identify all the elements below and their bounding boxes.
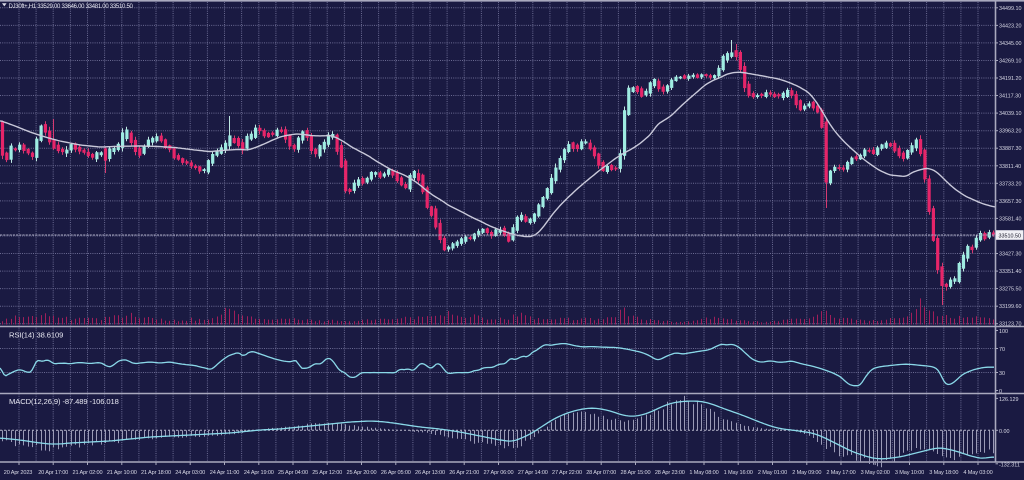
- svg-text:26 Apr 05:00: 26 Apr 05:00: [381, 470, 411, 476]
- svg-text:20 Apr 17:00: 20 Apr 17:00: [38, 470, 68, 476]
- svg-text:33199.60: 33199.60: [999, 304, 1021, 310]
- svg-text:70: 70: [999, 347, 1005, 353]
- svg-text:28 Apr 23:00: 28 Apr 23:00: [655, 470, 685, 476]
- svg-text:3 May 02:00: 3 May 02:00: [861, 470, 890, 476]
- svg-text:33581.40: 33581.40: [999, 216, 1021, 222]
- svg-text:-132.311: -132.311: [999, 462, 1020, 468]
- svg-text:3 May 18:00: 3 May 18:00: [929, 470, 958, 476]
- svg-text:4 May 03:00: 4 May 03:00: [963, 470, 992, 476]
- svg-text:34345.00: 34345.00: [999, 41, 1021, 47]
- svg-text:24 Apr 19:00: 24 Apr 19:00: [244, 470, 274, 476]
- svg-text:27 Apr 06:00: 27 Apr 06:00: [484, 470, 514, 476]
- svg-text:21 Apr 10:00: 21 Apr 10:00: [107, 470, 137, 476]
- svg-text:25 Apr 04:00: 25 Apr 04:00: [278, 470, 308, 476]
- svg-text:24 Apr 03:00: 24 Apr 03:00: [175, 470, 205, 476]
- svg-text:33963.20: 33963.20: [999, 129, 1021, 135]
- svg-text:2 May 17:00: 2 May 17:00: [826, 470, 855, 476]
- svg-text:34191.20: 34191.20: [999, 76, 1021, 82]
- svg-text:33275.50: 33275.50: [999, 287, 1021, 293]
- svg-text:34039.10: 34039.10: [999, 111, 1021, 117]
- svg-text:25 Apr 20:00: 25 Apr 20:00: [347, 470, 377, 476]
- svg-text:20 Apr 2023: 20 Apr 2023: [4, 470, 33, 476]
- svg-text:33123.70: 33123.70: [999, 322, 1021, 328]
- svg-text:34269.10: 34269.10: [999, 59, 1021, 65]
- svg-text:30: 30: [999, 371, 1005, 377]
- svg-text:24 Apr 11:00: 24 Apr 11:00: [210, 470, 240, 476]
- svg-text:DJ30ft+,H1 33529.00 33646.00 3: DJ30ft+,H1 33529.00 33646.00 33481.00 33…: [9, 4, 134, 10]
- svg-text:26 Apr 13:00: 26 Apr 13:00: [415, 470, 445, 476]
- svg-text:34423.20: 34423.20: [999, 23, 1021, 29]
- svg-text:RSI(14) 38.6109: RSI(14) 38.6109: [9, 331, 63, 340]
- svg-text:34499.10: 34499.10: [999, 6, 1021, 12]
- svg-text:1 May 16:00: 1 May 16:00: [724, 470, 753, 476]
- svg-text:21 Apr 02:00: 21 Apr 02:00: [73, 470, 103, 476]
- svg-text:33733.20: 33733.20: [999, 181, 1021, 187]
- svg-text:27 Apr 14:00: 27 Apr 14:00: [518, 470, 548, 476]
- svg-text:33811.40: 33811.40: [999, 164, 1021, 170]
- svg-text:28 Apr 07:00: 28 Apr 07:00: [586, 470, 616, 476]
- svg-text:28 Apr 15:00: 28 Apr 15:00: [621, 470, 651, 476]
- svg-text:1 May 08:00: 1 May 08:00: [689, 470, 718, 476]
- svg-text:33510.50: 33510.50: [999, 234, 1021, 240]
- svg-text:27 Apr 22:00: 27 Apr 22:00: [552, 470, 582, 476]
- svg-text:21 Apr 18:00: 21 Apr 18:00: [141, 470, 171, 476]
- svg-text:33351.40: 33351.40: [999, 269, 1021, 275]
- svg-text:25 Apr 12:00: 25 Apr 12:00: [312, 470, 342, 476]
- svg-text:2 May 01:00: 2 May 01:00: [758, 470, 787, 476]
- svg-text:34117.30: 34117.30: [999, 94, 1021, 100]
- svg-text:100: 100: [999, 329, 1008, 335]
- svg-text:2 May 09:00: 2 May 09:00: [792, 470, 821, 476]
- svg-text:0.00: 0.00: [999, 429, 1010, 435]
- svg-text:MACD(12,26,9) -87.489 -106.018: MACD(12,26,9) -87.489 -106.018: [9, 397, 119, 406]
- svg-text:126.129: 126.129: [999, 397, 1019, 403]
- svg-text:0: 0: [999, 389, 1002, 395]
- svg-text:33657.30: 33657.30: [999, 199, 1021, 205]
- svg-text:33427.30: 33427.30: [999, 252, 1021, 258]
- svg-text:26 Apr 21:00: 26 Apr 21:00: [449, 470, 479, 476]
- svg-text:33887.30: 33887.30: [999, 146, 1021, 152]
- svg-text:3 May 10:00: 3 May 10:00: [895, 470, 924, 476]
